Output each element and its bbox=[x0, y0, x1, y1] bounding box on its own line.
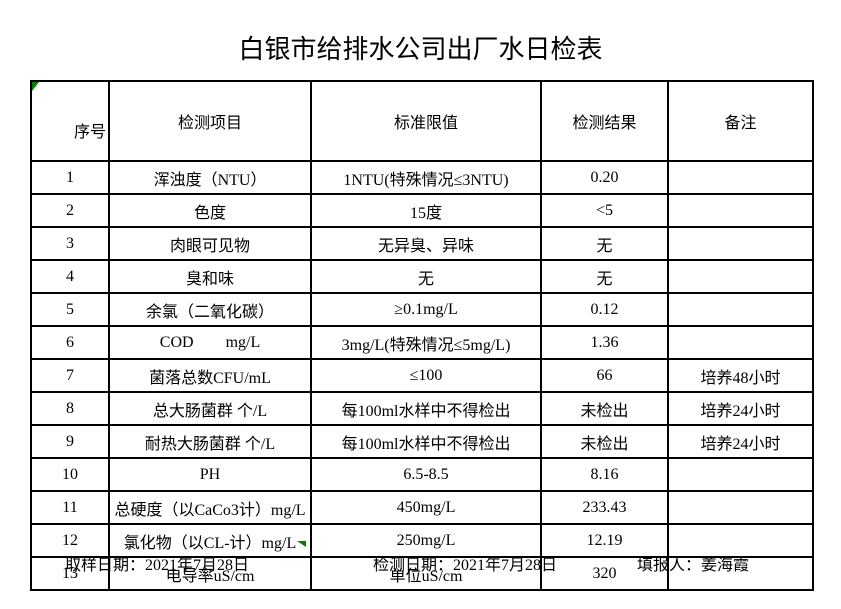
cell-result: 未检出 bbox=[540, 391, 670, 426]
cell-item: 电导率uS/cm bbox=[108, 556, 313, 591]
cell-no: 13 bbox=[29, 556, 111, 591]
cell-limit: 无异臭、异味 bbox=[310, 226, 543, 261]
cell-no: 8 bbox=[29, 391, 111, 426]
cell-no: 3 bbox=[29, 226, 111, 261]
cell-limit: 无 bbox=[310, 259, 543, 294]
header-no-label: 序号 bbox=[74, 124, 107, 141]
cell-result: 66 bbox=[540, 358, 670, 393]
table-row: 4 臭和味 无 无 bbox=[29, 259, 815, 294]
table-row: 7 菌落总数CFU/mL ≤100 66 培养48小时 bbox=[29, 358, 815, 393]
cell-limit: 3mg/L(特殊情况≤5mg/L) bbox=[310, 325, 543, 360]
cell-remark bbox=[667, 325, 815, 360]
cell-limit: 250mg/L bbox=[310, 523, 543, 558]
cell-no: 9 bbox=[29, 424, 111, 459]
cell-item: COD mg/L bbox=[108, 325, 313, 360]
cell-remark bbox=[667, 490, 815, 525]
cell-no: 1 bbox=[29, 160, 111, 195]
cell-remark bbox=[667, 160, 815, 195]
header-row: 序号 检测项目 标准限值 检测结果 备注 bbox=[29, 80, 815, 162]
table-row: 1 浑浊度（NTU） 1NTU(特殊情况≤3NTU) 0.20 bbox=[29, 160, 815, 195]
cell-remark bbox=[667, 193, 815, 228]
cell-item: 肉眼可见物 bbox=[108, 226, 313, 261]
cell-limit: 每100ml水样中不得检出 bbox=[310, 424, 543, 459]
cell-limit: ≥0.1mg/L bbox=[310, 292, 543, 327]
cell-no: 5 bbox=[29, 292, 111, 327]
cell-item: PH bbox=[108, 457, 313, 492]
cell-result: 未检出 bbox=[540, 424, 670, 459]
header-cell-result: 检测结果 bbox=[540, 80, 670, 162]
cell-no: 11 bbox=[29, 490, 111, 525]
cell-result: 0.12 bbox=[540, 292, 670, 327]
cell-remark: 培养24小时 bbox=[667, 391, 815, 426]
cell-item: 耐热大肠菌群 个/L bbox=[108, 424, 313, 459]
header-cell-item: 检测项目 bbox=[108, 80, 313, 162]
cell-limit: 15度 bbox=[310, 193, 543, 228]
reporter-label: 填报人：姜海霞 bbox=[637, 557, 750, 574]
table-row: 12 氯化物（以CL-计）mg/L 250mg/L 12.19 bbox=[29, 523, 815, 558]
cell-item: 总硬度（以CaCo3计）mg/L bbox=[108, 490, 313, 525]
cell-item: 臭和味 bbox=[108, 259, 313, 294]
cell-limit: 1NTU(特殊情况≤3NTU) bbox=[310, 160, 543, 195]
cell-remark bbox=[667, 556, 815, 591]
table-row: 10 PH 6.5-8.5 8.16 bbox=[29, 457, 815, 492]
header-cell-no: 序号 bbox=[29, 80, 111, 162]
cell-item: 氯化物（以CL-计）mg/L bbox=[108, 523, 313, 558]
cell-remark bbox=[667, 523, 815, 558]
cell-result: 8.16 bbox=[540, 457, 670, 492]
green-corner-marker-icon bbox=[33, 83, 39, 91]
table-row: 11 总硬度（以CaCo3计）mg/L 450mg/L 233.43 bbox=[29, 490, 815, 525]
cell-remark: 培养24小时 bbox=[667, 424, 815, 459]
cell-no: 4 bbox=[29, 259, 111, 294]
cell-item: 色度 bbox=[108, 193, 313, 228]
sampling-date-label: 取样日期：2021年7月28日 bbox=[65, 557, 250, 574]
cell-result: 12.19 bbox=[540, 523, 670, 558]
table-row: 5 余氯（二氧化碳） ≥0.1mg/L 0.12 bbox=[29, 292, 815, 327]
cell-remark: 培养48小时 bbox=[667, 358, 815, 393]
cell-no: 10 bbox=[29, 457, 111, 492]
table-row: 6 COD mg/L 3mg/L(特殊情况≤5mg/L) 1.36 bbox=[29, 325, 815, 360]
cell-item: 余氯（二氧化碳） bbox=[108, 292, 313, 327]
cell-remark bbox=[667, 457, 815, 492]
table-row: 2 色度 15度 <5 bbox=[29, 193, 815, 228]
cell-remark bbox=[667, 259, 815, 294]
table-row: 9 耐热大肠菌群 个/L 每100ml水样中不得检出 未检出 培养24小时 bbox=[29, 424, 815, 459]
cell-remark bbox=[667, 292, 815, 327]
cell-limit: 单位uS/cm bbox=[310, 556, 543, 591]
test-date-label: 检测日期：2021年7月28日 bbox=[373, 557, 558, 574]
cell-result: 320 bbox=[540, 556, 670, 591]
cell-no: 7 bbox=[29, 358, 111, 393]
cell-result: 233.43 bbox=[540, 490, 670, 525]
cell-limit: 6.5-8.5 bbox=[310, 457, 543, 492]
cell-limit: 每100ml水样中不得检出 bbox=[310, 391, 543, 426]
cell-result: <5 bbox=[540, 193, 670, 228]
cell-result: 无 bbox=[540, 259, 670, 294]
cell-limit: ≤100 bbox=[310, 358, 543, 393]
cell-result: 0.20 bbox=[540, 160, 670, 195]
cell-result: 1.36 bbox=[540, 325, 670, 360]
cell-item: 菌落总数CFU/mL bbox=[108, 358, 313, 393]
cell-no: 6 bbox=[29, 325, 111, 360]
cell-no: 2 bbox=[29, 193, 111, 228]
cell-result: 无 bbox=[540, 226, 670, 261]
cell-no: 12 bbox=[29, 523, 111, 558]
cell-item: 浑浊度（NTU） bbox=[108, 160, 313, 195]
cell-item: 总大肠菌群 个/L bbox=[108, 391, 313, 426]
header-cell-limit: 标准限值 bbox=[310, 80, 543, 162]
table-row: 3 肉眼可见物 无异臭、异味 无 bbox=[29, 226, 815, 261]
cell-limit: 450mg/L bbox=[310, 490, 543, 525]
header-cell-remark: 备注 bbox=[667, 80, 815, 162]
green-bottom-marker-icon bbox=[297, 541, 306, 547]
inspection-table: 序号 检测项目 标准限值 检测结果 备注 1 浑浊度（NTU） 1NTU(特殊情… bbox=[29, 80, 815, 591]
table-row: 13 电导率uS/cm 单位uS/cm 320 bbox=[29, 556, 815, 591]
page-title: 白银市给排水公司出厂水日检表 bbox=[238, 35, 603, 64]
table-row: 8 总大肠菌群 个/L 每100ml水样中不得检出 未检出 培养24小时 bbox=[29, 391, 815, 426]
cell-remark bbox=[667, 226, 815, 261]
